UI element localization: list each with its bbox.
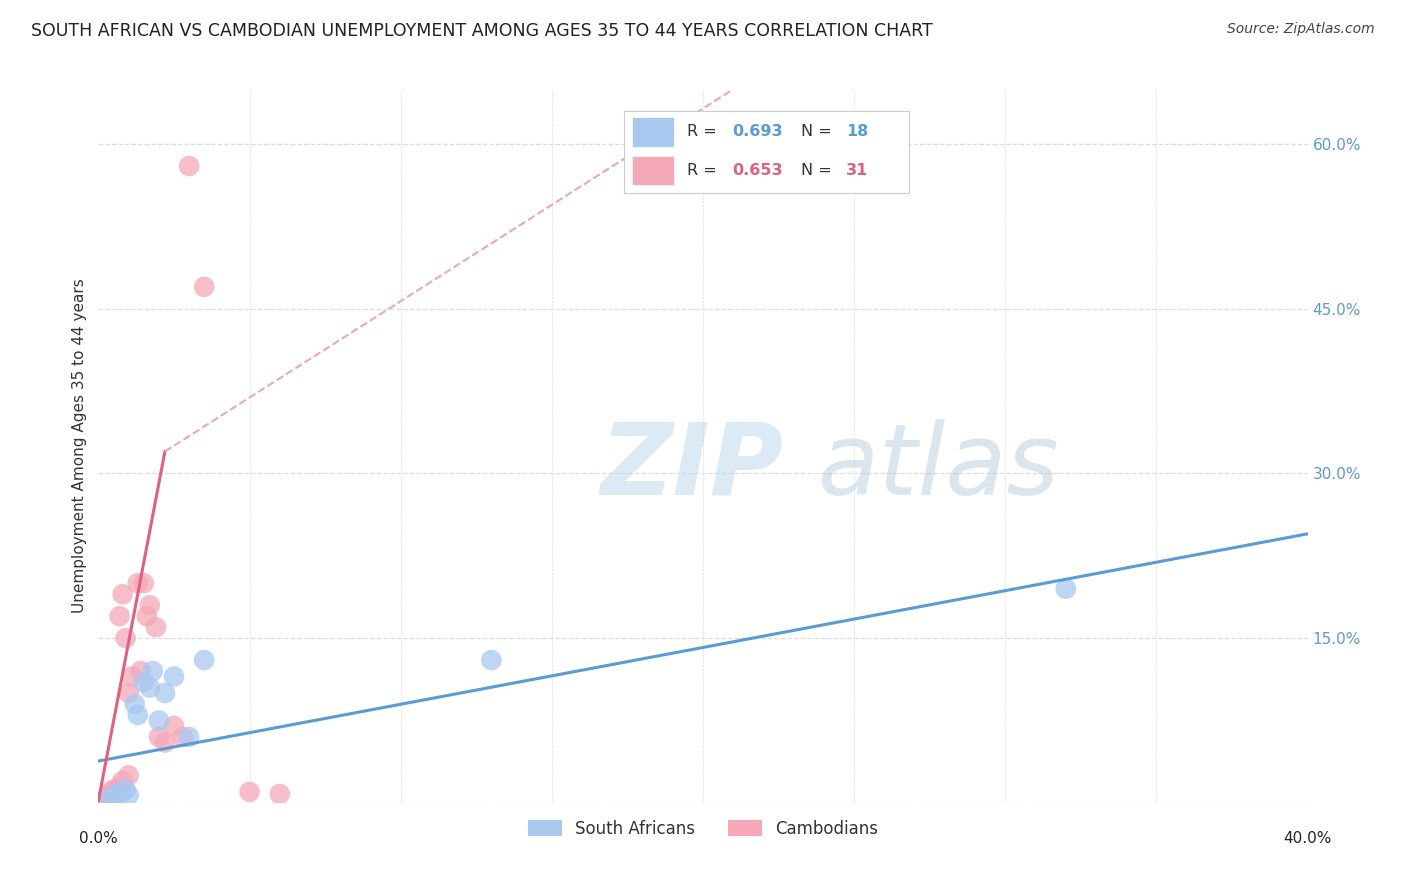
Point [148,714,170,728]
Point [103,790,125,805]
Point [114,631,136,645]
Text: 0.0%: 0.0% [79,831,118,847]
Point [96,792,118,806]
Point [127,708,149,723]
Point [105,787,128,801]
Point [96,790,118,805]
Point [179,159,201,173]
Y-axis label: Unemployment Among Ages 35 to 44 years: Unemployment Among Ages 35 to 44 years [72,278,87,614]
Point [111,587,134,601]
Point [111,773,134,788]
Point [153,735,176,749]
Point [163,669,186,683]
Point [114,782,136,797]
Point [142,664,165,678]
Text: SOUTH AFRICAN VS CAMBODIAN UNEMPLOYMENT AMONG AGES 35 TO 44 YEARS CORRELATION CH: SOUTH AFRICAN VS CAMBODIAN UNEMPLOYMENT … [31,22,932,40]
Point [132,675,155,690]
Point [139,681,162,695]
Text: 40.0%: 40.0% [1284,831,1331,847]
Point [148,730,170,744]
Point [93,794,115,808]
Point [118,768,141,782]
Point [239,785,262,799]
Point [269,787,291,801]
Point [193,280,215,294]
Point [108,780,131,794]
Text: atlas: atlas [818,419,1060,516]
Point [135,609,157,624]
Point [172,730,194,744]
Point [105,787,128,801]
Point [129,664,152,678]
Point [118,686,141,700]
Point [193,653,215,667]
Point [121,669,143,683]
Point [132,576,155,591]
Point [139,598,162,612]
Legend: South Africans, Cambodians: South Africans, Cambodians [522,814,884,845]
Point [124,697,146,711]
Point [96,792,118,806]
Point [179,730,201,744]
Text: Source: ZipAtlas.com: Source: ZipAtlas.com [1227,22,1375,37]
Point [103,782,125,797]
Point [118,788,141,802]
Point [100,785,122,799]
Point [481,653,503,667]
Point [153,686,176,700]
Point [1054,582,1077,596]
Point [103,791,125,805]
Point [100,794,122,808]
Point [108,609,131,624]
Point [127,576,149,591]
Point [111,785,134,799]
Point [163,719,186,733]
Point [145,620,167,634]
Text: ZIP: ZIP [600,419,783,516]
Point [90,795,112,809]
